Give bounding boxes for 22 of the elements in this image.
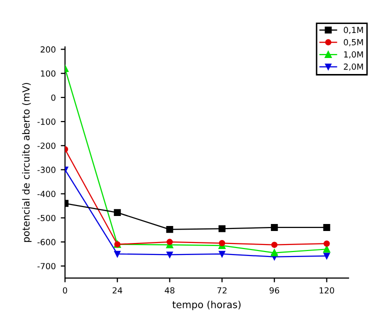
y-tick-label: -500	[37, 214, 56, 222]
y-tick-label: 100	[40, 70, 56, 77]
x-tick-label: 48	[164, 287, 174, 294]
y-tick-label: -200	[37, 142, 56, 149]
y-tick-label: -300	[37, 166, 56, 173]
y-tick-label: -600	[37, 238, 56, 246]
y-tick-label: 200	[40, 46, 56, 53]
y-tick-label: -100	[37, 118, 56, 125]
x-tick-label: 72	[217, 287, 226, 294]
y-tick-label: -700	[37, 262, 56, 270]
y-tick-label: -400	[37, 190, 56, 198]
x-axis-title: tempo (horas)	[172, 300, 241, 310]
x-tick-label: 96	[270, 287, 280, 294]
x-tick-label: 0	[62, 287, 68, 294]
x-tick-label: 24	[112, 287, 122, 294]
x-tick-label: 120	[320, 287, 334, 294]
y-axis-title: potencial de circuito aberto (mV)	[22, 82, 32, 242]
legend-label: 1,0M	[344, 51, 363, 58]
legend-label: 0,1M	[344, 26, 363, 34]
legend-label: 2,0M	[344, 64, 363, 71]
legend-label: 0,5M	[344, 39, 363, 46]
y-tick-label: 0	[51, 94, 56, 101]
